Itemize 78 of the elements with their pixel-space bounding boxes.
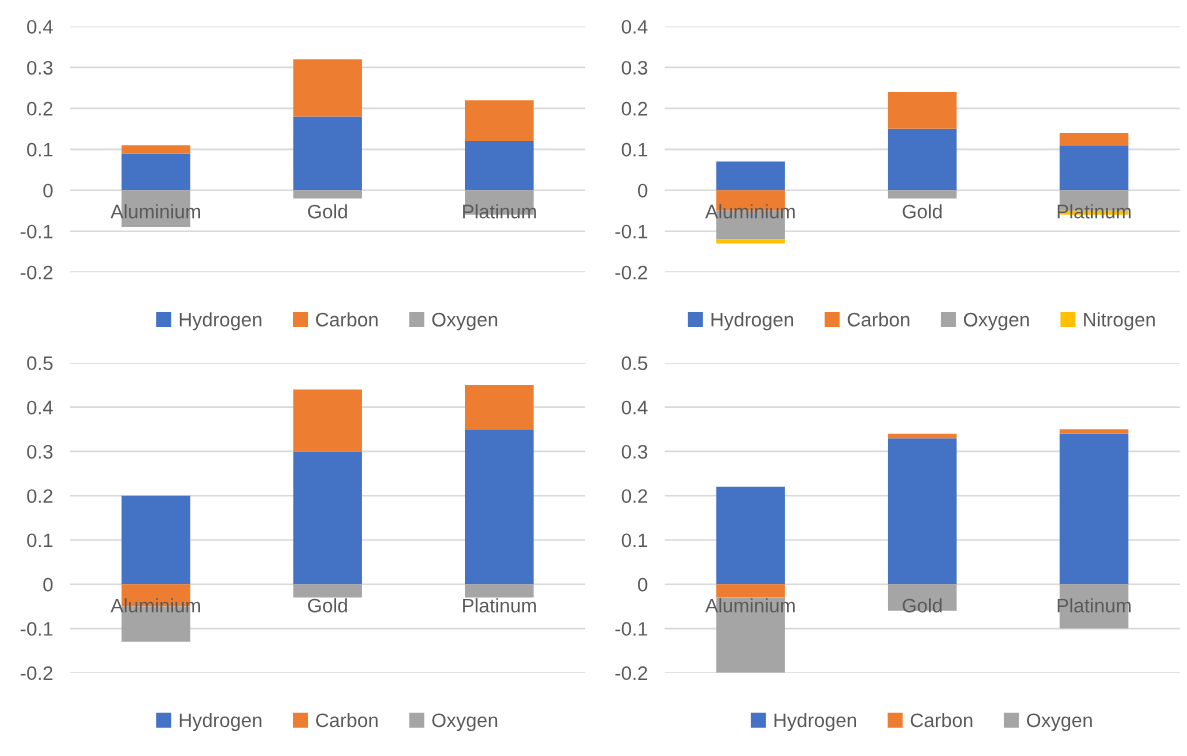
bar	[887, 433, 957, 439]
bar	[464, 429, 534, 585]
y-tick-label: -0.1	[20, 224, 53, 239]
bar	[887, 438, 957, 585]
y-tick-label: 0.1	[27, 142, 53, 157]
x-tick-label: Gold	[308, 598, 347, 613]
y-tick-label: 0.3	[621, 60, 648, 75]
y-tick-label: -0.1	[615, 622, 648, 636]
y-tick-label: 0.1	[621, 533, 648, 548]
y-tick-label: -0.1	[20, 622, 53, 636]
bar	[1059, 145, 1129, 191]
bar	[121, 495, 191, 585]
y-tick-label: 0	[638, 577, 648, 592]
x-tick-label: Aluminium	[110, 598, 200, 613]
y-tick-label: 0	[638, 183, 648, 198]
y-tick-label: 0.3	[621, 444, 648, 459]
x-tick-label: Gold	[902, 598, 942, 613]
bar	[293, 389, 362, 452]
y-tick-label: -0.2	[20, 666, 53, 681]
y-tick-label: 0.4	[27, 19, 53, 34]
y-tick-label: 0.2	[621, 101, 648, 116]
bar	[464, 584, 534, 598]
y-tick-label: -0.2	[615, 265, 648, 280]
legend-label: Carbon	[910, 712, 973, 728]
bar	[464, 385, 534, 430]
legend-label: Oxygen	[963, 312, 1029, 331]
y-tick-label: 0.5	[27, 356, 53, 371]
y-tick-label: 0.4	[27, 400, 53, 415]
x-tick-label: Gold	[902, 204, 942, 219]
y-tick-label: 0.1	[621, 142, 648, 157]
legend-label: Carbon	[316, 312, 378, 327]
bar	[1059, 433, 1129, 585]
bar	[887, 91, 957, 129]
y-tick-label: 0	[43, 577, 53, 592]
y-tick-label: 0	[43, 183, 53, 198]
bar	[121, 145, 191, 154]
legend-label: Hydrogen	[179, 712, 262, 732]
legend-label: Oxygen	[1026, 713, 1092, 732]
x-tick-label: Gold	[308, 204, 347, 219]
y-tick-label: -0.2	[615, 666, 648, 681]
y-tick-label: 0.2	[621, 489, 648, 503]
legend-label: Hydrogen	[179, 312, 262, 331]
legend-label: Hydrogen	[711, 312, 794, 331]
y-tick-label: 0.2	[27, 489, 53, 503]
x-tick-label: Platinum	[463, 598, 536, 613]
legend-label: Carbon	[847, 312, 910, 327]
bar	[121, 153, 191, 191]
bar	[293, 190, 362, 199]
bar	[887, 190, 957, 199]
bar	[1059, 429, 1129, 434]
legend-label: Nitrogen	[1084, 312, 1155, 331]
x-tick-label: Platinum	[1057, 204, 1131, 219]
y-tick-label: -0.2	[20, 265, 53, 280]
bar	[716, 486, 785, 585]
y-tick-label: 0.3	[27, 60, 53, 75]
y-tick-label: -0.1	[615, 224, 648, 239]
y-tick-label: 0.4	[621, 19, 648, 34]
y-tick-label: 0.3	[27, 444, 53, 459]
bar	[887, 584, 957, 611]
y-tick-label: 0.4	[621, 400, 648, 415]
bar	[716, 584, 785, 598]
y-tick-label: 0.2	[27, 101, 53, 116]
bar	[293, 59, 362, 117]
bar	[293, 584, 362, 598]
bar	[464, 100, 534, 142]
legend-label: Hydrogen	[774, 712, 856, 732]
bar	[293, 451, 362, 585]
y-tick-label: 0.5	[621, 356, 648, 371]
bar	[1059, 132, 1129, 146]
bar	[293, 116, 362, 191]
y-tick-label: 0.1	[27, 533, 53, 548]
legend-label: Oxygen	[432, 312, 498, 331]
legend-label: Oxygen	[432, 713, 498, 732]
bar	[716, 239, 785, 244]
legend-label: Carbon	[316, 712, 378, 728]
bar	[716, 161, 785, 191]
bar	[464, 141, 534, 191]
bar	[887, 128, 957, 191]
